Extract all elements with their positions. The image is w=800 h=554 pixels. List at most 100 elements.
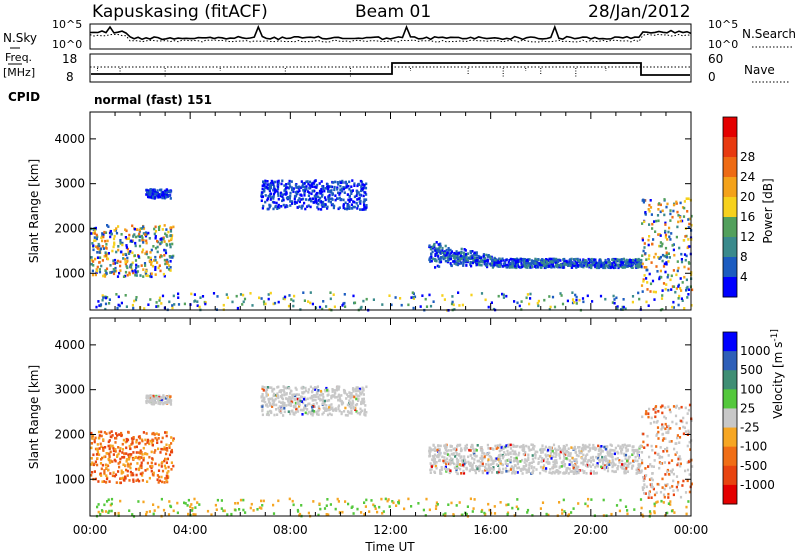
- data-cell: [669, 410, 672, 414]
- data-cell: [684, 406, 687, 410]
- data-cell: [523, 258, 527, 261]
- data-cell: [264, 400, 267, 404]
- data-cell: [352, 294, 355, 298]
- data-cell: [172, 464, 175, 468]
- data-cell: [140, 234, 143, 238]
- data-cell: [362, 393, 365, 396]
- data-cell: [344, 201, 347, 205]
- data-cell: [563, 462, 567, 466]
- data-cell: [146, 441, 149, 444]
- data-cell: [501, 257, 504, 261]
- data-cell: [337, 398, 340, 402]
- data-cell: [581, 297, 585, 300]
- data-cell: [505, 503, 508, 507]
- data-cell: [268, 183, 271, 186]
- data-cell: [135, 479, 138, 482]
- data-cell: [191, 509, 194, 512]
- data-cell: [100, 236, 103, 240]
- data-cell: [356, 507, 359, 511]
- data-cell: [606, 445, 609, 448]
- data-cell: [352, 205, 355, 209]
- data-cell: [104, 254, 107, 257]
- data-cell: [516, 301, 519, 305]
- data-cell: [288, 395, 291, 399]
- data-cell: [665, 283, 668, 286]
- data-cell: [156, 478, 159, 481]
- data-cell: [155, 432, 158, 435]
- data-cell: [124, 270, 128, 274]
- data-cell: [144, 234, 148, 238]
- data-cell: [303, 390, 306, 394]
- data-cell: [492, 459, 495, 463]
- data-cell: [564, 451, 567, 454]
- data-cell: [363, 513, 366, 516]
- data-cell: [317, 413, 320, 416]
- data-cell: [115, 432, 118, 435]
- data-cell: [439, 242, 442, 246]
- data-cell: [162, 237, 165, 241]
- data-cell: [109, 445, 112, 449]
- data-cell: [654, 415, 657, 419]
- data-cell: [316, 412, 319, 416]
- data-cell: [507, 261, 510, 264]
- data-cell: [326, 407, 329, 411]
- data-cell: [571, 298, 575, 301]
- data-cell: [574, 470, 577, 474]
- data-cell: [304, 207, 307, 211]
- data-cell: [527, 264, 530, 267]
- data-cell: [407, 303, 410, 307]
- data-cell: [656, 432, 659, 436]
- data-cell: [526, 258, 529, 262]
- data-cell: [659, 462, 662, 465]
- data-cell: [273, 190, 276, 194]
- data-cell: [444, 459, 447, 462]
- data-cell: [97, 300, 100, 303]
- data-cell: [160, 447, 163, 451]
- data-cell: [604, 266, 607, 270]
- data-cell: [308, 184, 311, 187]
- data-cell: [315, 195, 318, 198]
- data-cell: [307, 402, 310, 406]
- data-cell: [507, 445, 510, 448]
- data-cell: [672, 472, 675, 476]
- data-cell: [403, 507, 406, 511]
- data-cell: [329, 200, 332, 204]
- data-cell: [266, 197, 269, 200]
- data-cell: [258, 296, 261, 300]
- data-cell: [132, 478, 135, 482]
- data-cell: [489, 447, 492, 450]
- data-cell: [353, 184, 356, 187]
- data-cell: [97, 480, 100, 483]
- data-cell: [487, 466, 490, 470]
- data-cell: [305, 198, 308, 201]
- data-cell: [281, 393, 284, 397]
- data-cell: [282, 197, 285, 200]
- data-cell: [436, 253, 439, 257]
- data-cell: [589, 460, 593, 464]
- data-cell: [96, 265, 99, 269]
- data-cell: [352, 407, 355, 410]
- data-cell: [161, 228, 164, 231]
- data-cell: [548, 471, 551, 474]
- data-cell: [108, 302, 111, 305]
- data-cell: [349, 406, 353, 410]
- data-cell: [326, 399, 329, 403]
- data-cell: [131, 261, 134, 265]
- data-cell: [513, 258, 516, 262]
- data-cell: [448, 462, 451, 466]
- data-cell: [510, 465, 513, 468]
- data-cell: [476, 258, 479, 262]
- data-cell: [648, 210, 651, 213]
- data-cell: [428, 452, 431, 456]
- data-cell: [574, 293, 577, 297]
- data-cell: [561, 449, 564, 452]
- data-cell: [644, 492, 647, 495]
- data-cell: [163, 481, 166, 484]
- data-cell: [332, 409, 335, 412]
- data-cell: [269, 196, 272, 199]
- data-cell: [463, 455, 466, 458]
- data-cell: [243, 297, 247, 301]
- data-cell: [160, 440, 163, 444]
- data-cell: [295, 407, 298, 411]
- data-cell: [493, 261, 496, 264]
